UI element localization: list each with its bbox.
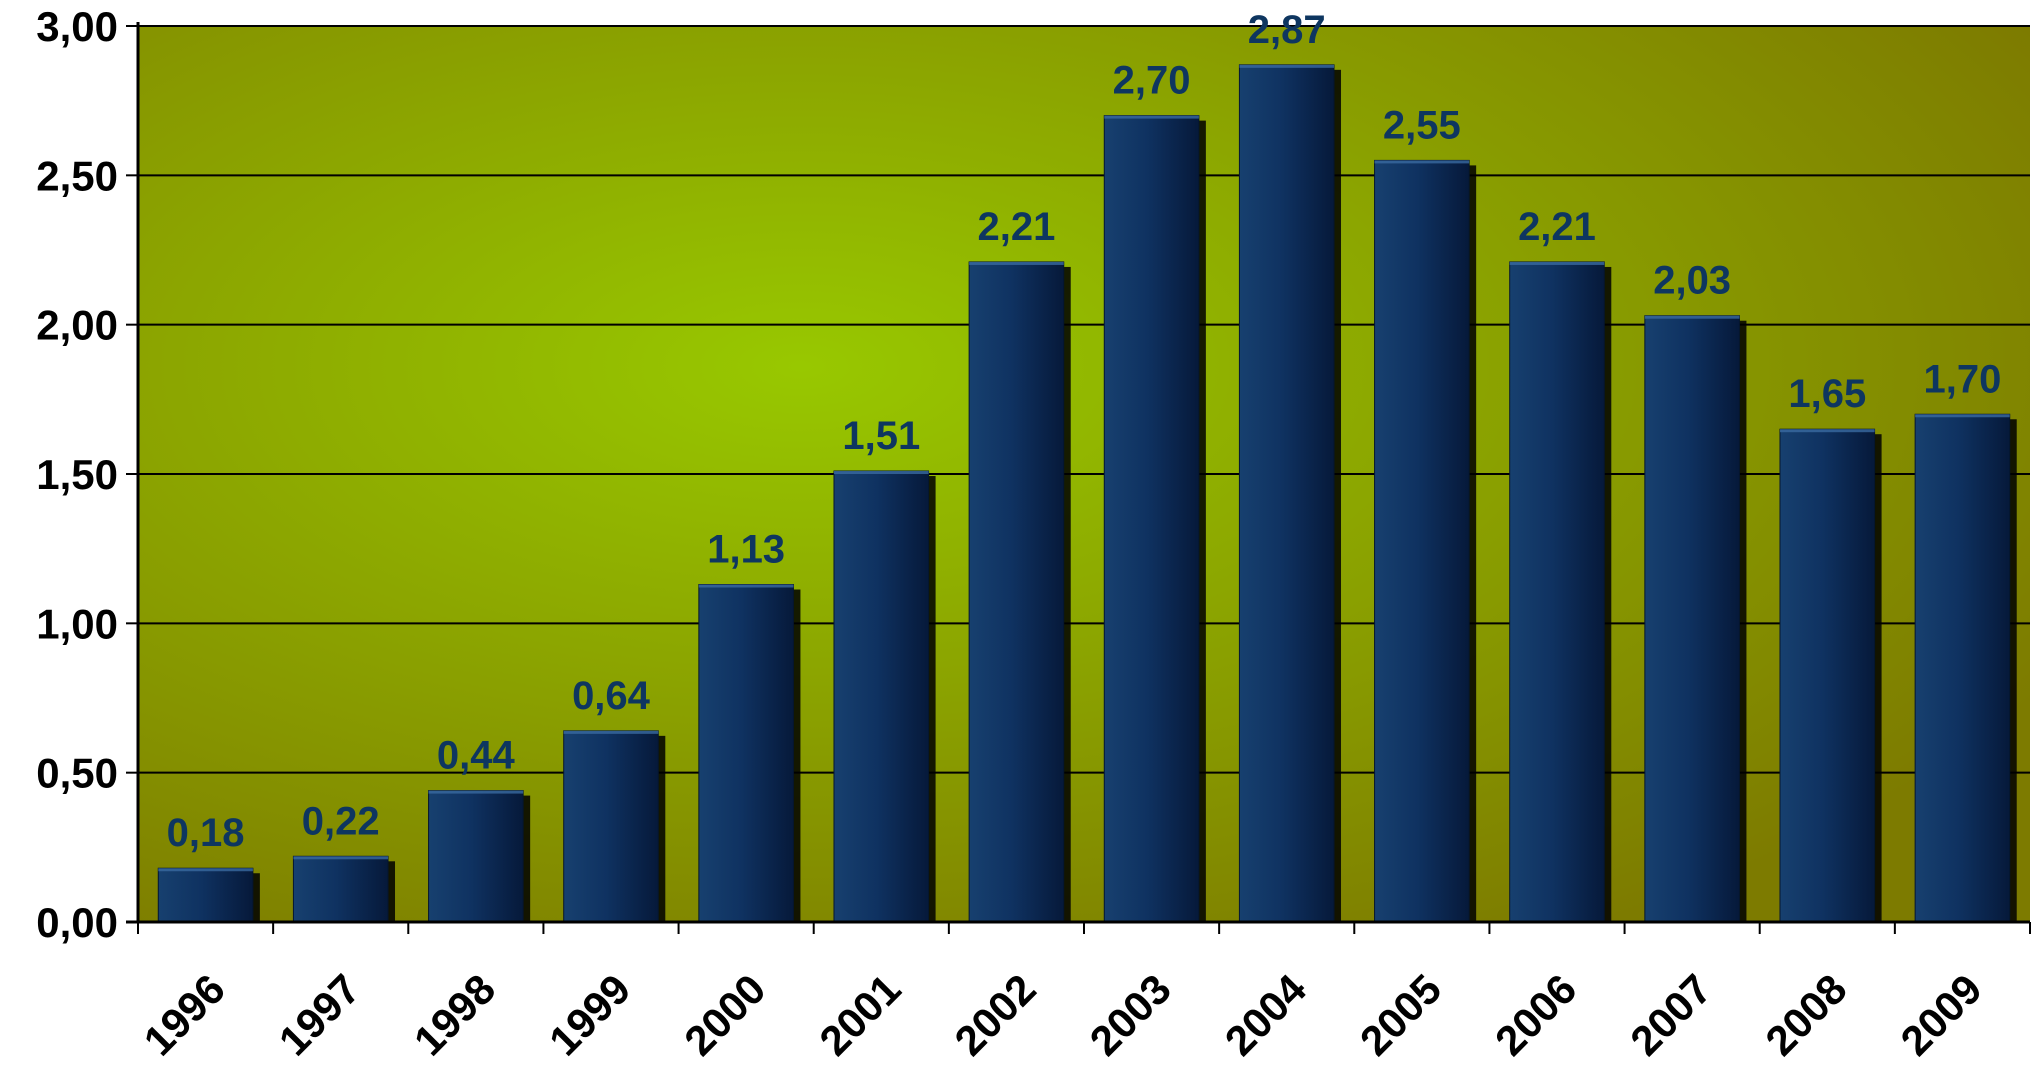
x-tick-label-2001: 2001 bbox=[810, 965, 909, 1064]
bar-2004 bbox=[1238, 64, 1335, 923]
data-label-1997: 0,22 bbox=[302, 799, 380, 843]
data-label-1999: 0,64 bbox=[572, 674, 651, 718]
x-tick-label-2008: 2008 bbox=[1756, 965, 1855, 1064]
bar-2009 bbox=[1914, 413, 2011, 923]
bar-top-highlight bbox=[1644, 315, 1740, 319]
data-label-2004: 2,87 bbox=[1248, 8, 1326, 52]
y-tick-label: 2,50 bbox=[36, 152, 118, 199]
x-tick-label-2004: 2004 bbox=[1216, 965, 1316, 1065]
bar-2005 bbox=[1374, 159, 1470, 923]
data-label-1996: 0,18 bbox=[167, 811, 245, 855]
y-tick-label: 3,00 bbox=[36, 3, 118, 50]
x-tick-label-2007: 2007 bbox=[1621, 965, 1720, 1064]
bar-2003 bbox=[1103, 115, 1200, 923]
x-tick-label-2009: 2009 bbox=[1891, 965, 1990, 1064]
bar-1997 bbox=[292, 855, 389, 923]
bar-top-highlight bbox=[698, 584, 794, 588]
y-tick-label: 0,00 bbox=[36, 899, 118, 946]
bar-top-highlight bbox=[158, 868, 253, 872]
bar-1999 bbox=[563, 730, 659, 923]
bar-top-highlight bbox=[1509, 261, 1605, 265]
bar-2000 bbox=[698, 584, 794, 923]
data-label-2003: 2,70 bbox=[1113, 59, 1191, 103]
y-tick-label: 0,50 bbox=[36, 750, 118, 797]
x-tick-label-2003: 2003 bbox=[1081, 965, 1180, 1064]
bar-top-highlight bbox=[969, 261, 1064, 265]
data-label-2007: 2,03 bbox=[1653, 259, 1731, 303]
bar-2008 bbox=[1779, 428, 1876, 923]
bar-top-highlight bbox=[563, 730, 659, 734]
data-label-2000: 1,13 bbox=[707, 528, 785, 572]
y-tick-label: 2,00 bbox=[36, 302, 118, 349]
data-label-2006: 2,21 bbox=[1518, 205, 1596, 249]
bar-2006 bbox=[1509, 261, 1605, 923]
x-tick-label-1999: 1999 bbox=[540, 965, 639, 1064]
data-label-2005: 2,55 bbox=[1383, 103, 1461, 147]
x-tick-label-1997: 1997 bbox=[270, 965, 369, 1064]
bar-top-highlight bbox=[833, 471, 929, 475]
x-tick-label-1998: 1998 bbox=[405, 965, 504, 1064]
data-label-2001: 1,51 bbox=[842, 414, 920, 458]
bar-top-highlight bbox=[1915, 414, 2010, 418]
bar-top-highlight bbox=[1104, 115, 1199, 119]
x-tick-label-2005: 2005 bbox=[1351, 965, 1450, 1064]
x-tick-label-2000: 2000 bbox=[675, 965, 774, 1064]
bars bbox=[157, 64, 2017, 923]
data-label-2002: 2,21 bbox=[977, 205, 1055, 249]
x-tick-label-1996: 1996 bbox=[135, 965, 234, 1064]
bar-2007 bbox=[1644, 315, 1740, 923]
x-tick-label-2006: 2006 bbox=[1486, 965, 1585, 1064]
bar-top-highlight bbox=[1779, 429, 1875, 433]
axes bbox=[126, 22, 2031, 934]
bar-1996 bbox=[157, 867, 254, 923]
y-tick-label: 1,50 bbox=[36, 451, 118, 498]
x-tick-label-2002: 2002 bbox=[945, 965, 1044, 1064]
bar-top-highlight bbox=[428, 790, 524, 794]
bar-2002 bbox=[968, 261, 1065, 923]
gridlines bbox=[138, 25, 2030, 774]
data-label-1998: 0,44 bbox=[437, 734, 516, 778]
y-tick-label: 1,00 bbox=[36, 600, 118, 647]
bar-top-highlight bbox=[1374, 160, 1470, 164]
data-label-2008: 1,65 bbox=[1788, 372, 1866, 416]
bar-top-highlight bbox=[1239, 64, 1335, 68]
bar-top-highlight bbox=[293, 856, 389, 860]
bar-2001 bbox=[833, 470, 930, 923]
data-label-2009: 1,70 bbox=[1923, 357, 2001, 401]
bar-1998 bbox=[428, 790, 524, 923]
